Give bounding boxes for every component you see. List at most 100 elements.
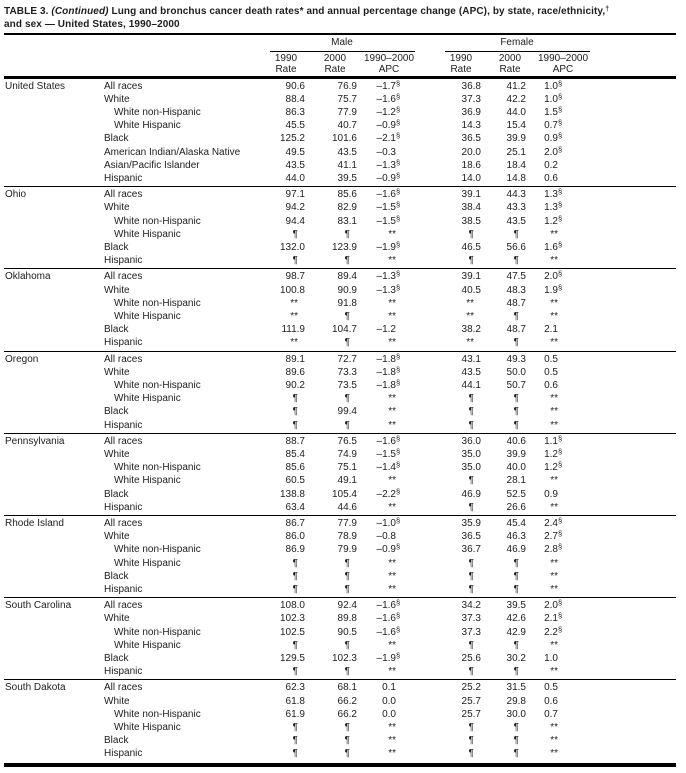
race-ethnicity-label: White [104, 531, 130, 543]
row-filler [565, 517, 676, 530]
cell-male-1990-rate: ¶ [292, 570, 298, 582]
table-row: Hispanic 63.4 44.6 ** ¶ 26.6 ** [4, 501, 676, 514]
cell-male-apc: ** [388, 501, 396, 513]
cell-female-1990-rate: 14.3 [461, 120, 481, 132]
state-name [4, 734, 104, 747]
cell-male-1990-rate: 108.0 [279, 600, 305, 612]
state-name [4, 310, 104, 323]
race-ethnicity-label: White [104, 613, 130, 625]
state-name [4, 379, 104, 392]
cell-female-2000-rate: 50.7 [506, 379, 526, 391]
cell-male-apc: –1.6§ [376, 187, 401, 201]
cell-female-apc: 0.9§ [544, 131, 563, 145]
cell-female-2000-rate: 26.6 [506, 501, 526, 513]
cell-female-apc: ** [550, 666, 558, 678]
table-bottom-rule [4, 762, 676, 767]
race-ethnicity-label: White [104, 366, 130, 378]
cell-male-apc: –1.2§ [376, 104, 401, 118]
row-filler [565, 366, 676, 379]
cell-male-2000-rate: 49.1 [337, 475, 357, 487]
cell-female-apc: 2.8§ [544, 542, 563, 556]
state-name [4, 747, 104, 760]
state-name [4, 215, 104, 228]
cell-female-apc: 2.1§ [544, 611, 563, 625]
cell-male-apc: –1.8§ [376, 351, 401, 365]
cell-male-apc: –1.7§ [376, 78, 401, 92]
state-name [4, 106, 104, 119]
race-ethnicity-label: White non-Hispanic [114, 544, 201, 556]
table-row: White non-Hispanic 90.2 73.5 –1.8§ 44.1 50.7 0… [4, 379, 676, 392]
row-filler [565, 188, 676, 201]
cell-female-2000-rate: 52.5 [506, 488, 526, 500]
cell-male-apc: –1.3§ [376, 157, 401, 171]
row-filler [565, 488, 676, 501]
cell-female-apc: 2.4§ [544, 516, 563, 529]
col-header-female-2000-rate: 2000 Rate [498, 53, 522, 75]
state-name [4, 132, 104, 145]
cell-female-apc: 0.5 [544, 366, 558, 378]
cell-female-1990-rate: ¶ [468, 419, 474, 431]
table-row: United States All races 90.6 76.9 –1.7§ 36.8 4… [4, 78, 676, 93]
table-row: White non-Hispanic 61.9 66.2 0.0 25.7 30.0 0.7 [4, 708, 676, 721]
cell-male-apc: ** [388, 735, 396, 747]
cell-male-1990-rate: ¶ [292, 406, 298, 418]
cell-female-apc: ** [550, 584, 558, 596]
cell-male-1990-rate: 86.0 [285, 531, 305, 543]
cell-male-2000-rate: 68.1 [337, 682, 357, 694]
table-row: White Hispanic ¶ ¶ ** ¶ ¶ ** [4, 721, 676, 734]
cell-female-apc: ** [550, 501, 558, 513]
cell-male-1990-rate: 44.0 [285, 172, 305, 184]
cell-male-apc: ** [388, 639, 396, 651]
cell-female-1990-rate: ¶ [468, 255, 474, 267]
row-filler [565, 254, 676, 267]
cell-female-1990-rate: 36.5 [461, 133, 481, 145]
cell-male-apc: –1.5§ [376, 446, 401, 460]
race-ethnicity-label: Hispanic [104, 419, 143, 431]
cell-male-apc: ** [388, 297, 396, 309]
race-ethnicity-label: White [104, 202, 130, 214]
state-name [4, 297, 104, 310]
cell-female-2000-rate: ¶ [513, 557, 519, 569]
row-filler [565, 201, 676, 214]
race-ethnicity-label: White Hispanic [114, 475, 181, 487]
row-filler [565, 336, 676, 349]
table-row: South Dakota All races 62.3 68.1 0.1 25.2 31.5… [4, 681, 676, 694]
cell-male-1990-rate: 111.9 [281, 324, 305, 336]
cell-female-1990-rate: 38.5 [461, 215, 481, 227]
state-name [4, 639, 104, 652]
cell-male-apc: ** [388, 570, 396, 582]
cell-female-apc: 0.2 [544, 159, 558, 171]
cell-female-2000-rate: ¶ [513, 735, 519, 747]
table-row: Hispanic ¶ ¶ ** ¶ ¶ ** [4, 254, 676, 267]
cell-female-2000-rate: 41.2 [506, 80, 526, 92]
cell-female-apc: 0.9 [544, 488, 558, 500]
cell-female-2000-rate: 43.5 [506, 215, 526, 227]
cell-female-2000-rate: 30.0 [506, 708, 526, 720]
cell-female-2000-rate: 45.4 [506, 518, 526, 529]
cell-male-2000-rate: 66.2 [337, 708, 357, 720]
cell-female-1990-rate: 46.5 [461, 241, 481, 253]
state-block: South Carolina All races 108.0 92.4 –1.6§ 34.… [4, 598, 676, 681]
cell-male-1990-rate: 85.6 [285, 462, 305, 474]
race-ethnicity-label: White [104, 284, 130, 296]
row-filler [565, 721, 676, 734]
cell-male-2000-rate: 76.5 [337, 435, 357, 447]
cell-female-apc: 1.2§ [544, 213, 563, 227]
cell-male-1990-rate: 43.5 [285, 159, 305, 171]
table-row: White non-Hispanic 94.4 83.1 –1.5§ 38.5 43.5 1… [4, 213, 676, 228]
state-name [4, 93, 104, 106]
race-ethnicity-label: Black [104, 241, 129, 253]
cell-female-2000-rate: ¶ [513, 406, 519, 418]
cell-female-1990-rate: 37.3 [461, 93, 481, 105]
race-ethnicity-label: White [104, 93, 130, 105]
cell-female-1990-rate: ¶ [468, 228, 474, 240]
table-row: White 89.6 73.3 –1.8§ 43.5 50.0 0.5 [4, 366, 676, 379]
table-row: Pennsylvania All races 88.7 76.5 –1.6§ 36.0 40… [4, 435, 676, 448]
state-name [4, 448, 104, 461]
cell-female-1990-rate: 38.2 [461, 324, 481, 336]
cell-male-apc: –0.9§ [376, 542, 401, 556]
table-row: White non-Hispanic 102.5 90.5 –1.6§ 37.3 42.9… [4, 625, 676, 639]
cell-male-1990-rate: ¶ [292, 639, 298, 651]
cell-male-1990-rate: ** [290, 337, 298, 349]
